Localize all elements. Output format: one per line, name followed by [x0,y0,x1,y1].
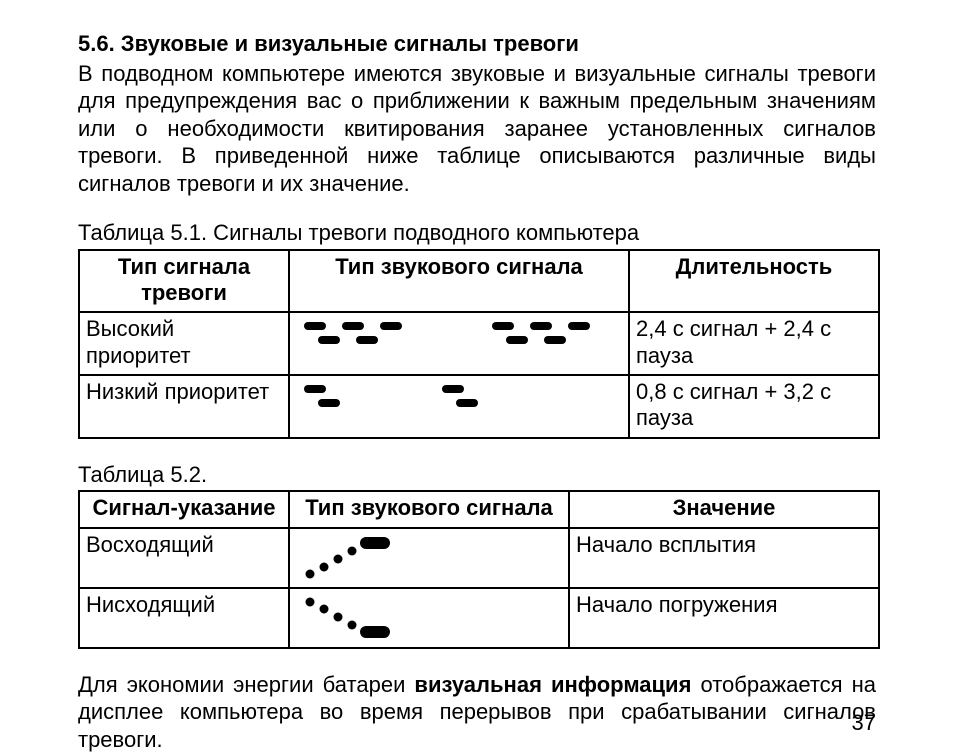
table2-row: Нисходящий Начало погружения [79,588,879,648]
table2-cell-pattern [289,528,569,588]
page-number: 37 [852,710,876,736]
table2-header-2: Тип звукового сигнала [289,491,569,527]
table2-cell-type: Нисходящий [79,588,289,648]
table2-cell-type: Восходящий [79,528,289,588]
table2-row: Восходящий Начало всплытия [79,528,879,588]
table1-cell-pattern [289,312,629,375]
table2-cell-meaning: Начало всплытия [569,528,879,588]
table2-header-3: Значение [569,491,879,527]
table2-header-1: Сигнал-указание [79,491,289,527]
table2: Сигнал-указание Тип звукового сигнала Зн… [78,490,880,648]
table1-row: Высокий приоритет 2,4 с сигнал + 2,4 с п… [79,312,879,375]
table1-header-2: Тип звукового сигнала [289,250,629,313]
footer-text-pre: Для экономии энергии батареи [78,672,414,697]
footer-paragraph: Для экономии энергии батареи визуальная … [78,671,876,754]
table2-header-row: Сигнал-указание Тип звукового сигнала Зн… [79,491,879,527]
table2-cell-meaning: Начало погружения [569,588,879,648]
table2-caption: Таблица 5.2. [78,461,876,489]
table1-header-3: Длительность [629,250,879,313]
document-page: 5.6. Звуковые и визуальные сигналы трево… [0,0,954,756]
table1-cell-type: Высокий приоритет [79,312,289,375]
table1-cell-duration: 2,4 с сигнал + 2,4 с пауза [629,312,879,375]
table1-header-1: Тип сигнала трево­ги [79,250,289,313]
footer-text-bold: визуальная информация [414,672,691,697]
table1-header-row: Тип сигнала трево­ги Тип звукового сигна… [79,250,879,313]
intro-paragraph: В подводном компьютере имеются звуковые … [78,60,876,198]
table1-cell-duration: 0,8 с сигнал + 3,2 с пауза [629,375,879,438]
table1-cell-pattern [289,375,629,438]
table1-cell-type: Низкий приоритет [79,375,289,438]
table2-cell-pattern [289,588,569,648]
table1-row: Низкий приоритет 0,8 с сигнал + 3,2 с па… [79,375,879,438]
section-heading: 5.6. Звуковые и визуальные сигналы трево… [78,30,876,58]
table1-caption: Таблица 5.1. Сигналы тревоги подводного … [78,219,876,247]
table1: Тип сигнала трево­ги Тип звукового сигна… [78,249,880,439]
